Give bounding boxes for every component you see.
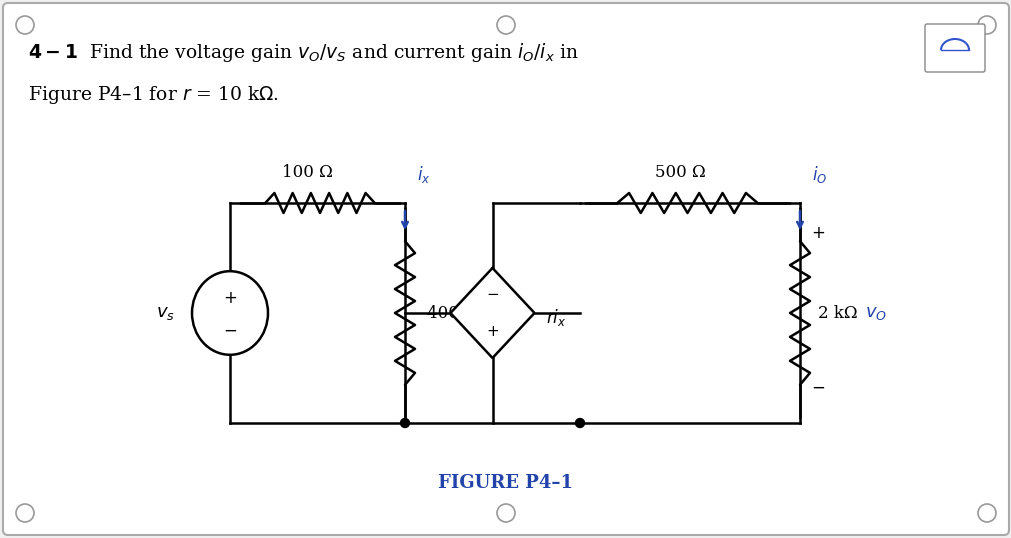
Text: +: + (222, 289, 237, 307)
Circle shape (16, 504, 34, 522)
Text: −: − (222, 322, 237, 340)
Circle shape (977, 504, 995, 522)
Ellipse shape (192, 271, 268, 355)
Text: $v_s$: $v_s$ (156, 304, 175, 322)
Text: 400 Ω: 400 Ω (427, 305, 477, 322)
Circle shape (400, 419, 409, 428)
Text: −: − (485, 287, 498, 302)
Circle shape (575, 419, 584, 428)
Text: Figure P4–1 for $r$ = 10 k$\Omega$.: Figure P4–1 for $r$ = 10 k$\Omega$. (28, 84, 279, 106)
Circle shape (977, 16, 995, 34)
Text: 2 kΩ: 2 kΩ (817, 305, 856, 322)
Text: $ri_x$: $ri_x$ (546, 308, 566, 329)
Text: $i_x$: $i_x$ (417, 164, 430, 185)
Circle shape (496, 504, 515, 522)
Text: $i_O$: $i_O$ (811, 164, 826, 185)
Text: $\mathbf{4-1}$  Find the voltage gain $v_O/v_S$ and current gain $i_O/i_x$ in: $\mathbf{4-1}$ Find the voltage gain $v_… (28, 41, 578, 65)
Text: −: − (810, 379, 824, 397)
Text: 500 Ω: 500 Ω (654, 164, 705, 181)
Circle shape (16, 16, 34, 34)
FancyBboxPatch shape (3, 3, 1008, 535)
Text: +: + (810, 224, 824, 242)
Text: FIGURE P4–1: FIGURE P4–1 (438, 474, 573, 492)
Circle shape (496, 16, 515, 34)
FancyBboxPatch shape (924, 24, 984, 72)
Polygon shape (450, 268, 534, 358)
Text: 100 Ω: 100 Ω (282, 164, 333, 181)
Text: $v_O$: $v_O$ (864, 304, 887, 322)
Text: +: + (485, 323, 498, 338)
